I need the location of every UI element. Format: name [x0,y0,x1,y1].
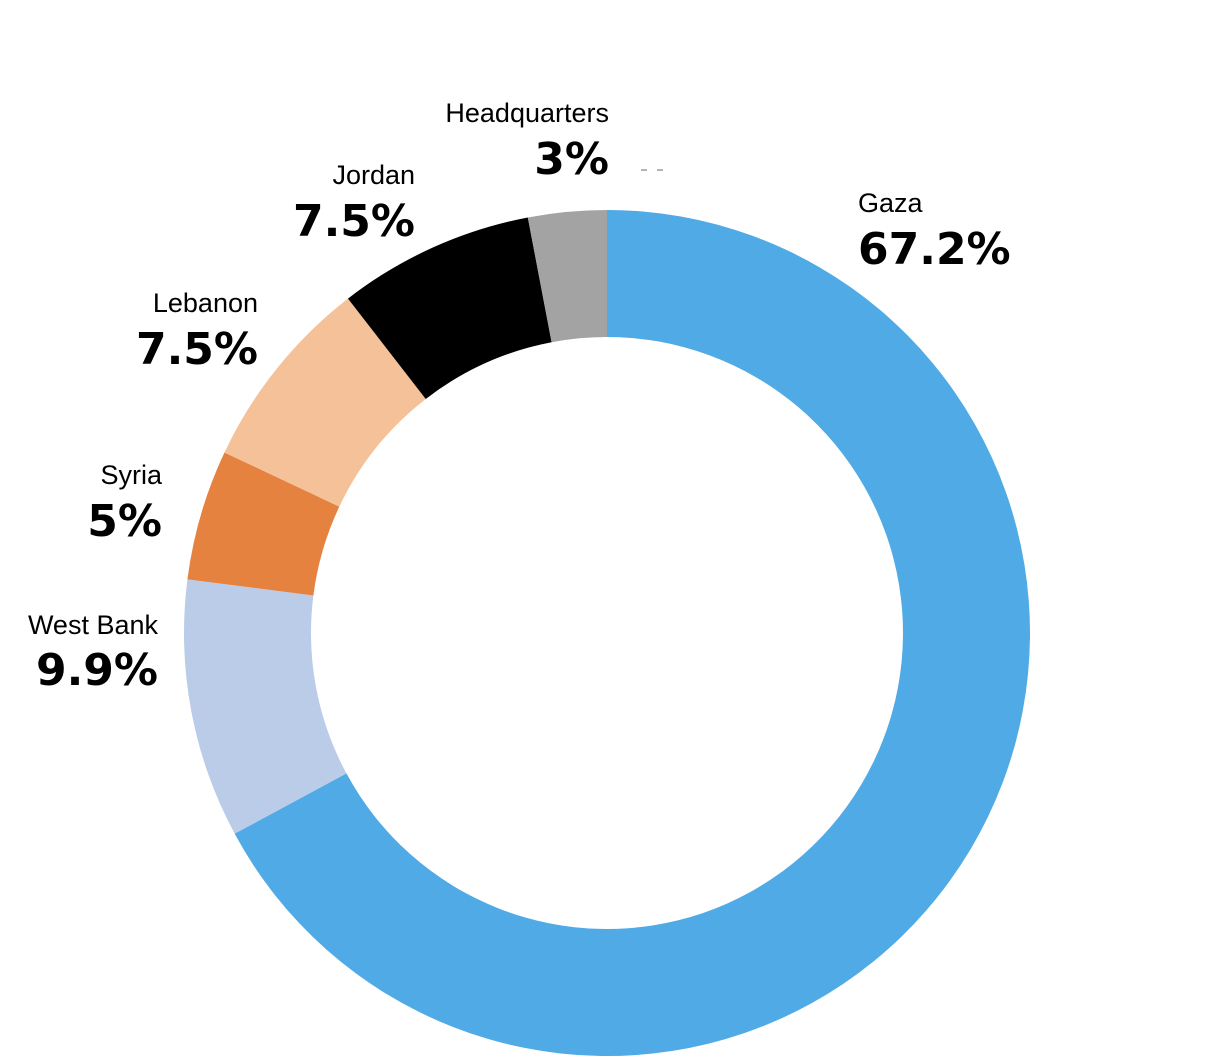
slice-value-gaza: 67.2% [858,224,1011,275]
slice-name-lebanon: Lebanon [153,288,258,318]
slice-headquarters [527,210,607,343]
slice-name-west-bank: West Bank [28,610,159,640]
label-headquarters: Headquarters 3% [445,98,668,185]
donut-slices [184,210,1031,1056]
slice-name-headquarters: Headquarters [445,98,609,128]
label-jordan: Jordan 7.5% [293,160,415,247]
slice-west-bank [184,579,347,834]
slice-lebanon [224,298,426,507]
slice-value-syria: 5% [87,496,162,547]
slice-value-lebanon: 7.5% [136,324,258,375]
slice-gaza [234,210,1031,1056]
slice-value-west-bank: 9.9% [36,645,158,696]
label-west-bank: West Bank 9.9% [28,610,159,696]
slice-value-headquarters: 3% [534,134,609,185]
label-syria: Syria 5% [87,460,163,547]
label-lebanon: Lebanon 7.5% [136,288,258,375]
slice-jordan [347,217,552,399]
slice-name-gaza: Gaza [858,188,924,218]
slice-name-syria: Syria [100,460,162,490]
label-gaza: Gaza 67.2% [858,188,1011,275]
slice-value-jordan: 7.5% [293,196,415,247]
slice-name-jordan: Jordan [332,160,415,190]
slice-syria [187,452,340,596]
